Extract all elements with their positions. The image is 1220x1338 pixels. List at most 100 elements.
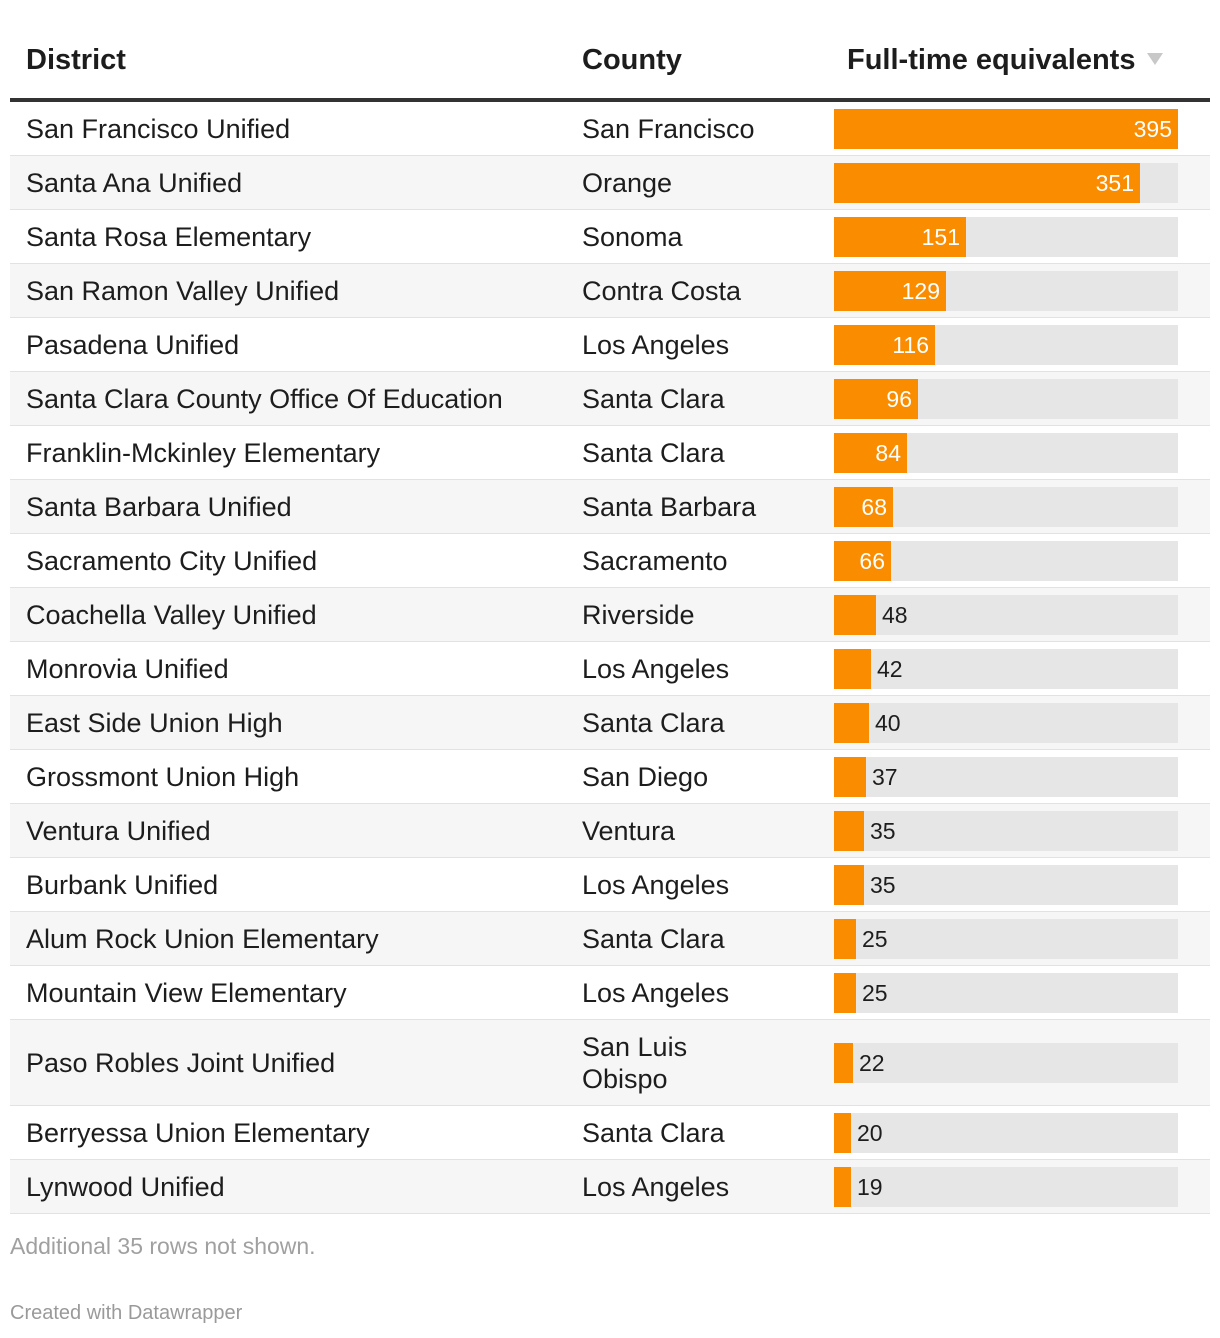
table-row: Santa Barbara Unified Santa Barbara 68 <box>10 480 1210 534</box>
cell-fte: 25 <box>834 966 1178 1019</box>
bar-track: 40 <box>834 702 1178 743</box>
bar-value-label: 40 <box>875 709 901 736</box>
cell-district: San Ramon Valley Unified <box>26 275 340 306</box>
bar-track: 68 <box>834 486 1178 527</box>
cell-district: Coachella Valley Unified <box>26 599 317 630</box>
bar <box>834 864 864 905</box>
sort-descending-icon[interactable] <box>1147 53 1164 66</box>
bar <box>834 702 869 743</box>
bar <box>834 324 935 365</box>
table-row: Mountain View Elementary Los Angeles 25 <box>10 966 1210 1020</box>
cell-district: Burbank Unified <box>26 869 219 900</box>
cell-fte: 96 <box>834 372 1178 425</box>
column-header-district[interactable]: District <box>26 44 126 77</box>
cell-county: Los Angeles <box>582 329 730 360</box>
cell-fte: 40 <box>834 696 1178 749</box>
cell-county: Santa Clara <box>582 437 725 468</box>
cell-fte: 151 <box>834 210 1178 263</box>
table-row: Burbank Unified Los Angeles 35 <box>10 858 1210 912</box>
bar <box>834 756 866 797</box>
cell-district: Grossmont Union High <box>26 761 300 792</box>
bar-track: 66 <box>834 540 1178 581</box>
cell-district: Franklin-Mckinley Elementary <box>26 437 381 468</box>
bar-value-label: 35 <box>870 817 896 844</box>
cell-county: San Francisco <box>582 113 755 144</box>
cell-district: Santa Rosa Elementary <box>26 221 312 252</box>
cell-county: Orange <box>582 167 673 198</box>
table-row: Grossmont Union High San Diego 37 <box>10 750 1210 804</box>
bar-value-label: 42 <box>877 655 903 682</box>
table-row: Monrovia Unified Los Angeles 42 <box>10 642 1210 696</box>
cell-county: Los Angeles <box>582 869 730 900</box>
bar-track: 25 <box>834 972 1178 1013</box>
bar-value-label: 84 <box>875 439 901 466</box>
table-row: Santa Rosa Elementary Sonoma 151 <box>10 210 1210 264</box>
cell-county: Ventura <box>582 815 676 846</box>
bar <box>834 1166 851 1207</box>
table-row: Pasadena Unified Los Angeles 116 <box>10 318 1210 372</box>
column-header-fte[interactable]: Full-time equivalents <box>847 44 1164 77</box>
bar-value-label: 48 <box>882 601 908 628</box>
bar-track: 22 <box>834 1042 1178 1083</box>
cell-fte: 25 <box>834 912 1178 965</box>
bar-value-label: 25 <box>862 979 888 1006</box>
column-header-district-label: District <box>26 44 126 76</box>
cell-fte: 22 <box>834 1020 1178 1105</box>
bar-value-label: 25 <box>862 925 888 952</box>
bar <box>834 108 1178 149</box>
bar-track: 116 <box>834 324 1178 365</box>
cell-district: East Side Union High <box>26 707 283 738</box>
cell-district: Berryessa Union Elementary <box>26 1117 370 1148</box>
table-row: Lynwood Unified Los Angeles 19 <box>10 1160 1210 1214</box>
data-table: District County Full-time equivalents Sa… <box>10 0 1210 1214</box>
column-header-fte-label: Full-time equivalents <box>847 44 1136 76</box>
table-body: San Francisco Unified San Francisco 395 San… <box>10 102 1210 1214</box>
cell-district: Monrovia Unified <box>26 653 229 684</box>
table-row: Berryessa Union Elementary Santa Clara 20 <box>10 1106 1210 1160</box>
cell-county: Sacramento <box>582 545 728 576</box>
cell-district: Santa Barbara Unified <box>26 491 292 522</box>
bar-value-label: 66 <box>859 547 885 574</box>
table-row: Sacramento City Unified Sacramento 66 <box>10 534 1210 588</box>
bar-track: 84 <box>834 432 1178 473</box>
table-row: San Ramon Valley Unified Contra Costa 129 <box>10 264 1210 318</box>
cell-county: Los Angeles <box>582 977 730 1008</box>
bar-track: 129 <box>834 270 1178 311</box>
bar-value-label: 351 <box>1095 169 1134 196</box>
bar-value-label: 68 <box>861 493 887 520</box>
bar <box>834 648 871 689</box>
table-row: Santa Clara County Office Of Education Sa… <box>10 372 1210 426</box>
cell-county: Los Angeles <box>582 653 730 684</box>
table-row: Paso Robles Joint Unified San Luis Obispo… <box>10 1020 1210 1106</box>
cell-county: Contra Costa <box>582 275 742 306</box>
bar-value-label: 20 <box>857 1119 883 1146</box>
datawrapper-credit: Created with Datawrapper <box>10 1302 243 1324</box>
bar <box>834 486 893 527</box>
bar-track: 395 <box>834 108 1178 149</box>
column-header-county-label: County <box>582 44 682 76</box>
table-notes: Additional 35 rows not shown. <box>10 1233 316 1259</box>
cell-fte: 35 <box>834 804 1178 857</box>
bar-value-label: 35 <box>870 871 896 898</box>
bar-track: 96 <box>834 378 1178 419</box>
bar <box>834 1042 853 1083</box>
cell-county: San Diego <box>582 761 709 792</box>
bar-track: 48 <box>834 594 1178 635</box>
bar <box>834 216 966 257</box>
cell-county: Riverside <box>582 599 695 630</box>
bar-value-label: 96 <box>886 385 912 412</box>
bar-track: 151 <box>834 216 1178 257</box>
cell-fte: 42 <box>834 642 1178 695</box>
cell-county: Sonoma <box>582 221 683 252</box>
cell-county: Santa Clara <box>582 923 725 954</box>
bar-value-label: 395 <box>1133 115 1172 142</box>
bar <box>834 540 891 581</box>
cell-county: Santa Clara <box>582 1117 725 1148</box>
column-header-county[interactable]: County <box>582 44 682 77</box>
cell-fte: 351 <box>834 156 1178 209</box>
bar-value-label: 116 <box>892 331 929 358</box>
bar <box>834 810 864 851</box>
cell-district: Lynwood Unified <box>26 1171 225 1202</box>
cell-fte: 19 <box>834 1160 1178 1213</box>
bar <box>834 918 856 959</box>
